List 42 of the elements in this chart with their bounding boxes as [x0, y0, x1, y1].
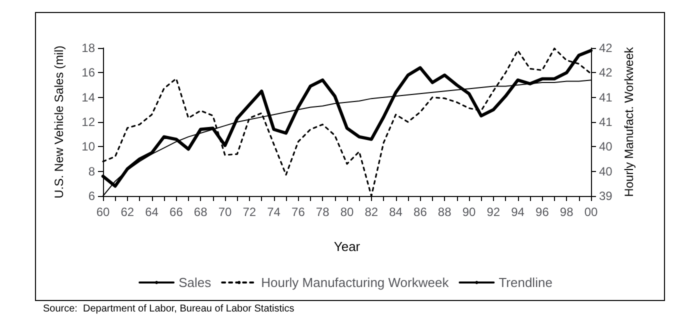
y-tick-label: 12 [82, 115, 96, 129]
x-tick-label: 92 [486, 205, 500, 219]
x-tick-label: 00 [584, 205, 598, 219]
x-tick-label: 78 [316, 205, 330, 219]
x-tick-label: 98 [560, 205, 574, 219]
y2-tick-label: 39 [599, 189, 613, 203]
x-tick-label: 62 [120, 205, 134, 219]
y-tick-label: 8 [88, 164, 96, 178]
legend-label: Trendline [498, 275, 552, 290]
x-tick-label: 96 [536, 205, 550, 219]
y-tick-label: 14 [82, 90, 96, 104]
x-tick-label: 60 [96, 205, 110, 219]
legend-label: Hourly Manufacturing Workweek [261, 275, 450, 290]
x-tick-label: 74 [267, 205, 281, 219]
y2-tick-label: 42 [599, 41, 613, 55]
y2-tick-label: 42 [599, 66, 613, 80]
y2-axis-title: Hourly Manufact. Workweek [622, 46, 636, 197]
y-tick-label: 6 [88, 189, 96, 203]
x-tick-label: 70 [218, 205, 232, 219]
x-tick-label: 94 [511, 205, 525, 219]
x-tick-label: 84 [389, 205, 403, 219]
y-tick-label: 18 [82, 41, 96, 55]
x-tick-label: 64 [145, 205, 159, 219]
x-tick-label: 88 [438, 205, 452, 219]
y2-tick-label: 41 [599, 115, 613, 129]
legend-label: Sales [178, 275, 212, 290]
y-tick-label: 16 [82, 66, 96, 80]
y2-tick-label: 40 [599, 164, 613, 178]
source-note: Source: Department of Labor, Bureau of Labor Statistics [43, 304, 294, 314]
y2-tick-label: 41 [599, 90, 613, 104]
x-tick-label: 90 [462, 205, 476, 219]
x-tick-label: 82 [364, 205, 378, 219]
x-tick-label: 76 [292, 205, 306, 219]
y2-tick-label: 40 [599, 140, 613, 154]
x-axis-title: Year [334, 239, 361, 254]
x-tick-label: 66 [170, 205, 184, 219]
x-tick-label: 72 [242, 205, 256, 219]
y-axis-title: U.S. New Vehicle Sales (mil) [52, 46, 66, 198]
x-tick-label: 68 [194, 205, 208, 219]
x-tick-label: 86 [414, 205, 428, 219]
y-tick-label: 10 [82, 140, 96, 154]
x-tick-label: 80 [340, 205, 354, 219]
